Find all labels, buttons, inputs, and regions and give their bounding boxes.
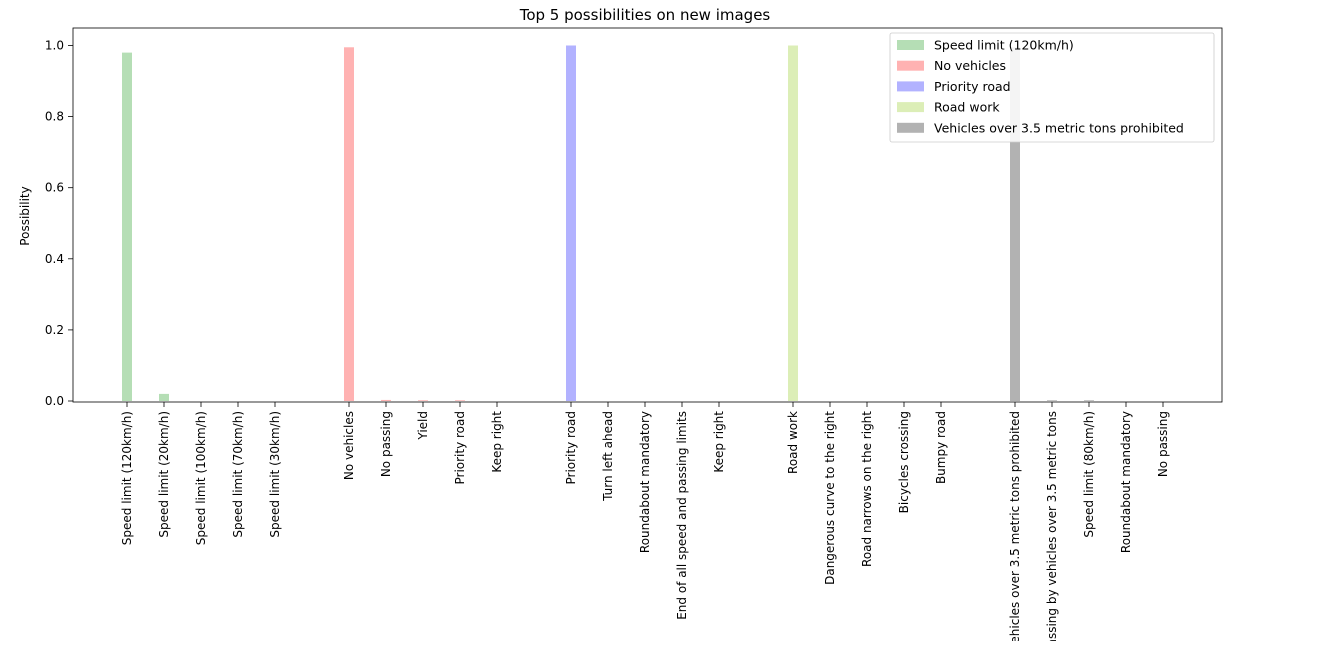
y-tick-label: 0.4	[45, 252, 64, 266]
y-tick-label: 0.0	[45, 394, 64, 408]
y-axis-label: Possibility	[18, 186, 32, 245]
x-tick-label: Keep right	[490, 411, 504, 473]
x-tick-label: No vehicles	[342, 411, 356, 480]
x-tick-label: Turn left ahead	[601, 411, 615, 502]
bar	[455, 400, 465, 401]
x-tick-label: End of all speed and passing limits	[675, 411, 689, 620]
y-tick-label: 1.0	[45, 39, 64, 53]
bar	[566, 45, 576, 401]
x-tick-label: Speed limit (80km/h)	[1082, 411, 1096, 538]
legend-swatch	[897, 122, 924, 133]
x-tick-label: Roundabout mandatory	[638, 411, 652, 553]
x-tick-label: Road narrows on the right	[860, 411, 874, 567]
legend-swatch	[897, 102, 924, 113]
x-tick-label: Priority road	[453, 411, 467, 485]
bar	[1047, 400, 1057, 401]
x-tick-label: Bumpy road	[934, 411, 948, 484]
legend-swatch	[897, 40, 924, 50]
x-tick-label: Keep right	[712, 411, 726, 473]
x-tick-label: No passing	[379, 411, 393, 477]
x-tick-label: Road work	[786, 411, 800, 474]
bar	[418, 400, 428, 401]
bar	[788, 45, 798, 401]
legend-label: Speed limit (120km/h)	[934, 38, 1074, 53]
x-tick-label: Bicycles crossing	[897, 411, 911, 513]
x-tick-label: Speed limit (120km/h)	[120, 411, 134, 545]
bar	[1084, 400, 1094, 401]
y-tick-label: 0.2	[45, 323, 64, 337]
x-tick-label: Yield	[416, 411, 430, 441]
y-tick-label: 0.6	[45, 181, 64, 195]
x-tick-label: Dangerous curve to the right	[823, 411, 837, 585]
x-tick-label: Priority road	[564, 411, 578, 485]
bar	[381, 399, 391, 401]
legend-label: Vehicles over 3.5 metric tons prohibited	[934, 120, 1184, 135]
x-tick-label: Speed limit (20km/h)	[157, 411, 171, 538]
y-tick-label: 0.8	[45, 110, 64, 124]
plot-area: Speed limit (120km/h) Speed limit (20km/h…	[45, 27, 1223, 648]
chart-title: Top 5 possibilities on new images	[519, 6, 771, 24]
legend: Speed limit (120km/h) No vehicles Priority…	[889, 32, 1215, 143]
x-tick-label: End of no passing by vehicles over 3.5 m…	[1045, 411, 1059, 648]
x-tick-label: Vehicles over 3.5 metric tons prohibited	[1008, 411, 1022, 648]
x-tick-label: Speed limit (70km/h)	[231, 411, 245, 538]
bar	[1010, 47, 1020, 402]
bar	[344, 47, 354, 402]
legend-box	[889, 32, 1215, 143]
legend-label: Road work	[934, 100, 1000, 115]
legend-label: Priority road	[934, 79, 1011, 94]
x-tick-label: No passing	[1156, 411, 1170, 477]
bar	[159, 393, 169, 401]
legend-swatch	[897, 81, 924, 92]
x-tick-label: Speed limit (30km/h)	[268, 411, 282, 538]
legend-swatch	[897, 60, 924, 71]
axes-frame	[72, 27, 1223, 403]
x-tick-label: Roundabout mandatory	[1119, 411, 1133, 553]
bar	[122, 52, 132, 402]
legend-label: No vehicles	[934, 58, 1006, 73]
x-tick-label: Speed limit (100km/h)	[194, 411, 208, 545]
